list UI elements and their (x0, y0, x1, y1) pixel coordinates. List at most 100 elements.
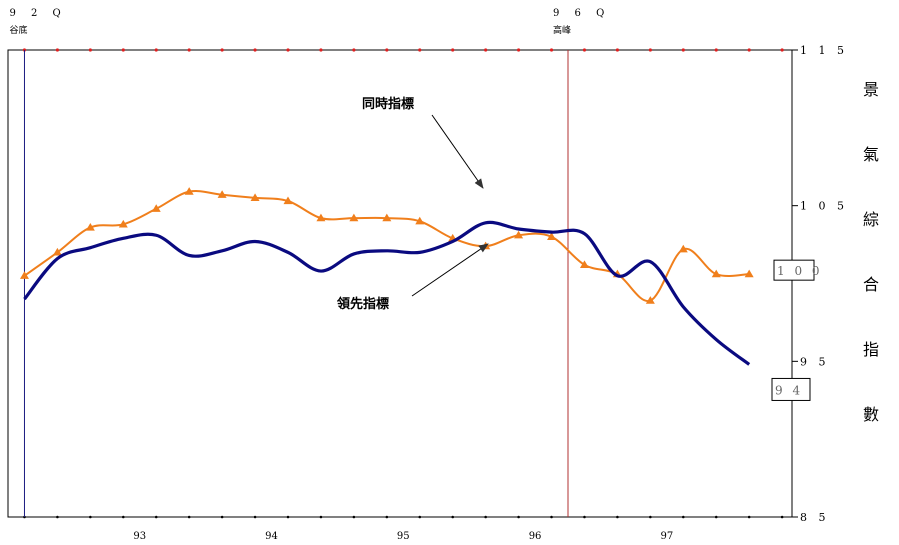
top-border-dot (714, 48, 718, 52)
reference-line-sublabel: 高峰 (553, 24, 571, 36)
x-minor-tick (517, 515, 520, 519)
x-minor-tick (286, 515, 290, 519)
leading-index-point (382, 213, 392, 222)
x-minor-tick (780, 515, 784, 519)
x-minor-tick (451, 515, 455, 519)
leading-index-point (678, 244, 688, 253)
leading-index-point (184, 187, 194, 195)
leading-index-point (85, 222, 95, 231)
leading-index-point (349, 213, 359, 222)
x-minor-tick (385, 515, 389, 519)
leading-index-point (744, 269, 754, 278)
x-minor-tick (484, 515, 487, 519)
leading-index-point (316, 213, 326, 222)
top-border-dot (253, 48, 257, 52)
x-tick-label: 93 (133, 531, 146, 542)
top-border-dot (648, 48, 652, 52)
top-border-dot (88, 48, 92, 52)
series-group (19, 187, 754, 366)
coincident-index-line (23, 220, 751, 366)
leading-index-point (579, 260, 589, 268)
top-border-dot (747, 48, 751, 52)
top-border-dot (385, 48, 389, 52)
y-tick-label: 9 5 (800, 355, 830, 368)
x-tick-label: 96 (529, 531, 542, 542)
top-border-dot (418, 48, 422, 52)
top-border-dot (55, 48, 60, 52)
x-minor-tick (154, 515, 158, 519)
leading-index-point (52, 247, 62, 256)
leading-index-point (19, 271, 29, 279)
top-border-dot (286, 48, 290, 52)
y-tick-label: 8 5 (800, 511, 830, 524)
leading-index-label: 領先指標 (337, 296, 389, 312)
leading-index-point (250, 193, 260, 202)
leading-index-point (118, 219, 128, 228)
leading-index-point (415, 216, 425, 225)
y-tick-label: 1 1 5 (800, 44, 848, 57)
x-tick-label: 97 (660, 531, 673, 542)
coincident-end-box (771, 377, 811, 401)
x-minor-tick (681, 515, 685, 519)
top-border-dot (484, 48, 488, 52)
x-minor-tick (187, 515, 191, 519)
top-border-dot (220, 48, 224, 52)
top-border-dot (352, 48, 356, 52)
y-axis-label-char: 氣 (863, 145, 879, 164)
x-minor-tick (253, 515, 257, 519)
top-border-dot (549, 48, 554, 52)
x-minor-tick (583, 515, 586, 519)
top-border-dot (681, 48, 685, 52)
y-axis-ticks: 1 1 5 1 0 5 9 5 8 5 (792, 44, 848, 524)
y-axis-label-char: 景 (863, 80, 879, 99)
coincident-index-arrow (431, 114, 484, 189)
x-minor-tick (418, 515, 422, 519)
top-border-dot (319, 48, 323, 52)
leading-index-point (514, 230, 524, 239)
y-axis-label-char: 指 (863, 340, 879, 359)
top-border-dot (582, 48, 587, 52)
leading-index-point (547, 232, 557, 240)
x-axis-ticks: 93 94 95 96 97 (22, 48, 784, 542)
y-tick-label: 1 0 5 (800, 200, 848, 213)
top-border-dot (615, 48, 620, 52)
reference-lines: 9 2 Q 谷底 9 6 Q 高峰 (9, 8, 610, 517)
x-minor-tick (56, 515, 59, 519)
top-border-dot (451, 48, 455, 52)
x-minor-tick (649, 515, 652, 519)
x-minor-tick (747, 515, 751, 519)
x-minor-tick (714, 515, 718, 519)
x-minor-tick (319, 515, 323, 519)
x-tick-label: 95 (397, 531, 410, 542)
leading-index-point (645, 296, 655, 304)
x-minor-tick (352, 515, 356, 519)
x-minor-tick (121, 515, 125, 519)
leading-index-arrow (411, 243, 489, 297)
leading-index-point (151, 204, 161, 212)
top-border-dot (516, 48, 521, 52)
y-axis-label-char: 合 (863, 275, 879, 294)
leading-end-label: 1 0 0 (777, 264, 823, 278)
leading-index-point (711, 269, 721, 278)
top-border-dot (154, 48, 158, 52)
leading-index-point (217, 190, 227, 198)
leading-end-box (773, 259, 815, 281)
coincident-index-label: 同時指標 (362, 96, 414, 112)
top-border-dot (121, 48, 125, 52)
x-minor-tick (89, 515, 92, 519)
leading-index-point (283, 196, 293, 205)
reference-line-label: 9 2 Q (9, 8, 66, 19)
plot-area (7, 49, 793, 518)
y-axis-label-char: 數 (863, 405, 879, 424)
x-minor-tick (550, 515, 553, 519)
coincident-end-label: 9 4 (775, 383, 803, 397)
reference-line-sublabel: 谷底 (9, 24, 27, 36)
x-tick-label: 94 (265, 531, 278, 542)
y-axis-label-char: 綜 (863, 210, 879, 229)
reference-line-label: 9 6 Q (553, 8, 610, 19)
top-border-dot (780, 48, 784, 52)
top-border-dot (187, 48, 191, 52)
x-minor-tick (616, 515, 619, 519)
